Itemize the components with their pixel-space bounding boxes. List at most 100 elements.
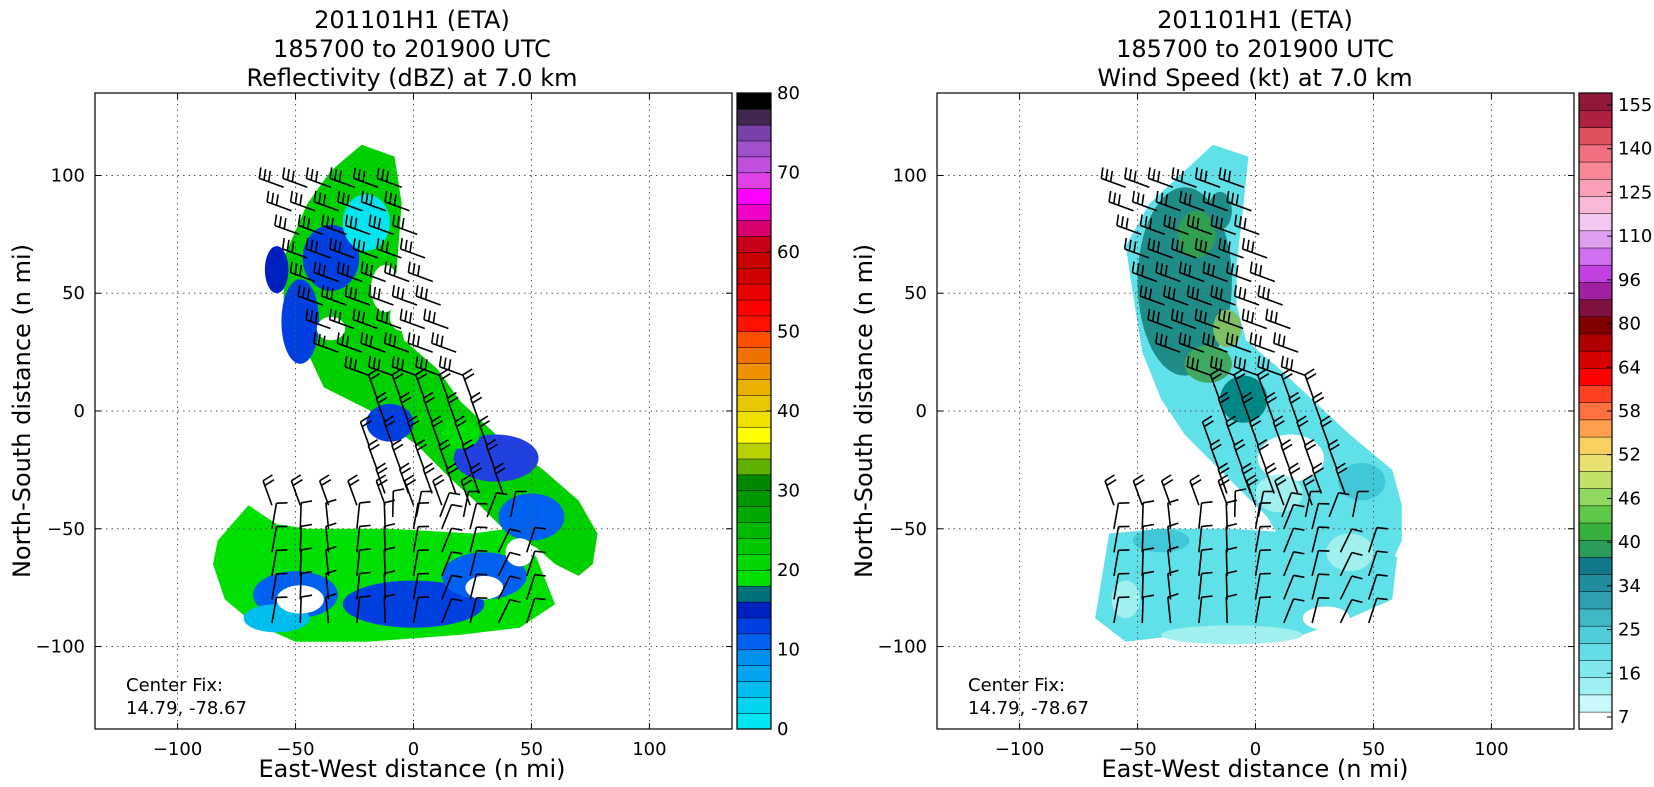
wind-barb bbox=[1147, 308, 1173, 330]
wind-barb bbox=[1198, 571, 1213, 600]
wind-barb bbox=[325, 545, 337, 576]
wind-barb bbox=[1113, 549, 1130, 577]
colorbar-segment bbox=[736, 537, 772, 555]
wind-barb bbox=[1202, 261, 1228, 283]
wind-barb bbox=[1283, 598, 1305, 624]
wind-barb bbox=[1233, 285, 1260, 306]
wind-barb bbox=[383, 546, 396, 576]
colorbar-tick-label: 110 bbox=[1618, 226, 1652, 247]
wind-barb bbox=[497, 528, 521, 553]
wind-barb bbox=[1280, 368, 1293, 400]
y-tick-label: −100 bbox=[878, 637, 927, 658]
colorbar-segment bbox=[1578, 144, 1613, 163]
wind-barb bbox=[1254, 502, 1272, 529]
colorbar-segment bbox=[1578, 161, 1613, 180]
colorbar-tick-label: 64 bbox=[1618, 357, 1641, 378]
wind-barb bbox=[1209, 368, 1222, 400]
colorbar-tick-label: 52 bbox=[1618, 445, 1641, 466]
wind-speed-center-fix-value: 14.79, -78.67 bbox=[968, 698, 1089, 719]
wind-barb bbox=[375, 474, 388, 506]
wind-barb bbox=[1139, 285, 1165, 306]
wind-barb bbox=[1311, 596, 1330, 624]
colorbar-segment bbox=[736, 204, 772, 221]
colorbar-segment bbox=[1578, 127, 1613, 146]
wind-barb bbox=[356, 548, 371, 576]
wind-barb bbox=[1189, 474, 1202, 506]
wind-barb bbox=[1254, 572, 1272, 600]
wind-barb bbox=[289, 261, 316, 283]
wind-barb bbox=[1225, 415, 1238, 447]
wind-barb bbox=[1141, 500, 1155, 529]
wind-barb bbox=[347, 474, 360, 506]
echo-cell-11 bbox=[371, 264, 400, 313]
wind-barb bbox=[360, 332, 386, 353]
wind-barb bbox=[336, 261, 363, 283]
colorbar-tick-label: 34 bbox=[1618, 576, 1641, 597]
colorbar-tick-label: 60 bbox=[777, 242, 800, 263]
reflectivity-center-fix-value: 14.79, -78.67 bbox=[126, 698, 247, 719]
wind-speed-plot-area: −100 −50 0 50 100 −100 −50 0 50 100 bbox=[878, 92, 1575, 760]
wind-barb bbox=[375, 391, 388, 424]
colorbar-segment bbox=[736, 299, 772, 317]
wind-barb bbox=[1233, 488, 1247, 518]
colorbar-segment bbox=[1578, 488, 1613, 507]
wind-barb bbox=[486, 491, 508, 518]
wind-barb bbox=[1225, 546, 1238, 576]
wind-barb bbox=[1179, 190, 1205, 212]
colorbar-segment bbox=[1578, 453, 1613, 472]
wind-barb bbox=[329, 167, 355, 188]
x-tick-label: 50 bbox=[1362, 739, 1385, 760]
wind-barb bbox=[274, 214, 300, 236]
wind-barb bbox=[1257, 355, 1283, 377]
wind-barb bbox=[383, 415, 396, 447]
reflectivity-center-fix-label: Center Fix: bbox=[126, 675, 223, 696]
wind-barb bbox=[391, 368, 404, 400]
colorbar-segment bbox=[736, 522, 772, 539]
x-tick-label: 100 bbox=[632, 739, 666, 760]
wind-barb bbox=[271, 549, 288, 577]
colorbar-segment bbox=[736, 219, 772, 237]
wind-barb bbox=[359, 415, 372, 447]
colorbar-segment bbox=[1578, 659, 1613, 678]
wind-barb bbox=[1249, 261, 1276, 283]
colorbar-tick-label: 80 bbox=[777, 83, 800, 104]
wind-barb bbox=[1245, 474, 1259, 506]
wind-barb bbox=[1281, 491, 1303, 518]
colorbar-segment bbox=[1578, 522, 1613, 541]
colorbar-segment bbox=[736, 426, 772, 444]
y-tick-label: −100 bbox=[36, 637, 85, 658]
wind-barb bbox=[305, 308, 331, 330]
colorbar-segment bbox=[1578, 316, 1613, 335]
y-tick-label: −50 bbox=[889, 519, 927, 540]
colorbar-segment bbox=[736, 633, 772, 651]
wind-barb bbox=[266, 190, 292, 212]
wind-barb bbox=[391, 438, 404, 471]
colorbar-segment bbox=[1578, 419, 1613, 438]
wind-barb bbox=[1248, 415, 1262, 447]
wind-barb bbox=[462, 368, 475, 400]
wind-barb bbox=[469, 502, 488, 529]
wind-barb bbox=[1218, 237, 1244, 259]
colorbar-segment bbox=[1578, 333, 1613, 352]
wind-barb bbox=[430, 415, 443, 447]
colorbar-segment bbox=[1578, 92, 1613, 111]
reflectivity-plot-area: −100 −50 0 50 100 −100 −50 0 50 100 bbox=[36, 92, 733, 760]
wind-barb bbox=[384, 190, 410, 212]
wind-barb bbox=[485, 438, 498, 471]
colorbar-tick-label: 40 bbox=[1618, 532, 1641, 553]
x-tick-label: 100 bbox=[1474, 739, 1508, 760]
wind-barb bbox=[1256, 438, 1269, 471]
wind-barb bbox=[1311, 502, 1330, 529]
wind-barb bbox=[1217, 474, 1230, 506]
wind-barb bbox=[321, 214, 347, 236]
wind-barb bbox=[1113, 596, 1130, 624]
wind-barb bbox=[313, 261, 339, 283]
colorbar-tick-label: 155 bbox=[1618, 95, 1652, 116]
wind-barb bbox=[1132, 474, 1145, 506]
wind-barb bbox=[1254, 525, 1272, 553]
wind-barb bbox=[384, 261, 410, 283]
wind-barb bbox=[376, 308, 402, 330]
wind-barb bbox=[271, 525, 288, 553]
wind-barb bbox=[422, 391, 435, 424]
